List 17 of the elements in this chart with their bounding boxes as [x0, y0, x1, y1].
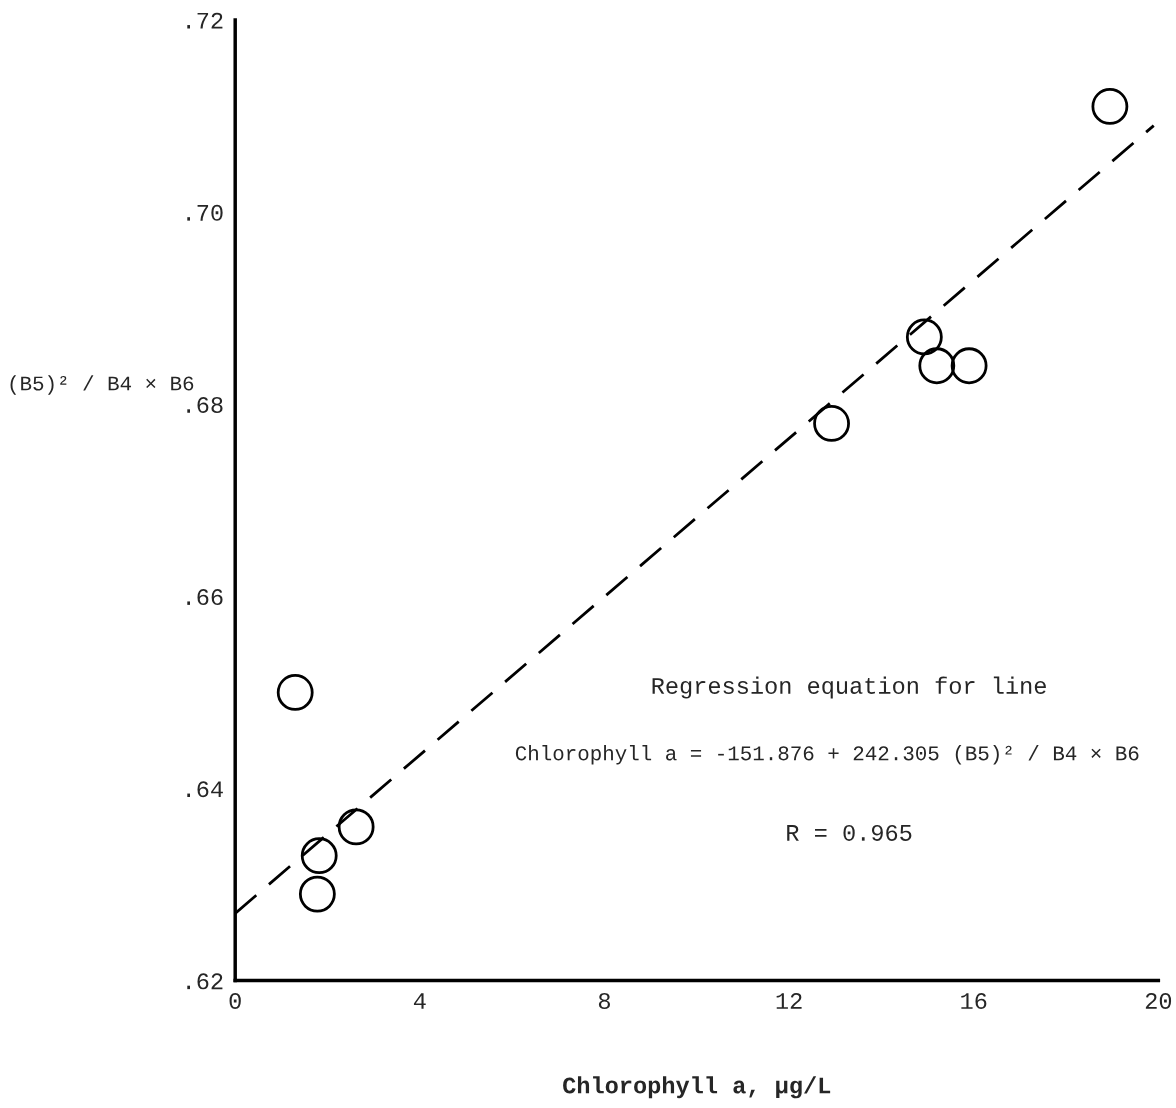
- annotation: R = 0.965: [787, 824, 912, 841]
- x-tick-label: 4: [413, 993, 426, 1009]
- y-tick-label: .62: [187, 973, 223, 990]
- y-tick-label: .66: [187, 589, 223, 606]
- annotation: Regression equation for line: [652, 676, 1046, 699]
- x-tick-label: 12: [776, 993, 802, 1009]
- x-tick-label: 16: [961, 993, 987, 1010]
- y-tick-label: .72: [187, 12, 223, 29]
- y-tick-label: .64: [187, 781, 223, 798]
- y-axis-title: (B5)² / B4 × B6: [10, 375, 194, 395]
- annotation: Chlorophyll a = -151.876 + 242.305 (B5)² / B4 × B6: [515, 745, 1139, 765]
- x-tick-label: 8: [598, 993, 610, 1010]
- x-tick-label: 0: [229, 993, 241, 1010]
- x-axis-title: Chlorophyll a, µg/L: [563, 1076, 831, 1099]
- y-tick-label: .70: [187, 204, 223, 221]
- y-tick-label: .68: [187, 396, 223, 413]
- x-tick-label: 20: [1145, 993, 1172, 1010]
